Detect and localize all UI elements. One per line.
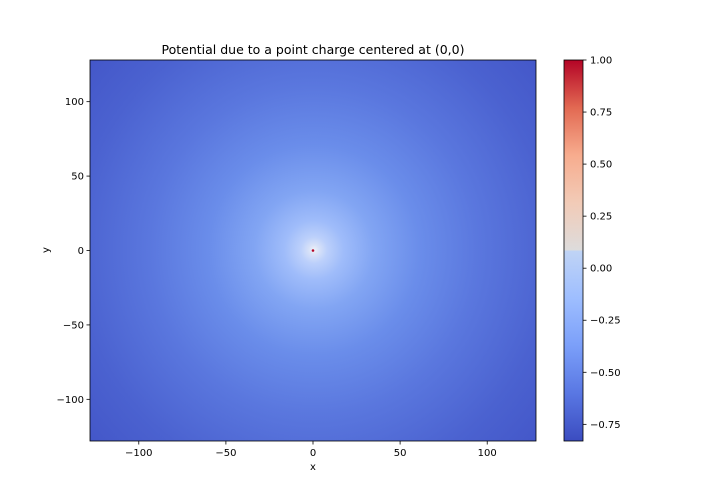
y-tick-label: −100	[57, 395, 84, 406]
x-tick-label: −50	[215, 448, 236, 459]
x-axis: −100 −50 0 50 100	[125, 441, 497, 459]
x-tick-label: 50	[394, 448, 407, 459]
colorbar-axis: 1.00 0.75 0.50 0.25 0.00 −0.25 −0.50 −0.75	[583, 56, 621, 431]
x-tick-label: −100	[125, 448, 152, 459]
colorbar-tick-label: 0.75	[590, 108, 612, 119]
plot-area	[90, 60, 536, 441]
colorbar-tick-label: 0.00	[590, 264, 612, 275]
x-axis-label: x	[310, 462, 316, 473]
y-tick-label: 0	[78, 246, 84, 257]
point-charge	[311, 249, 315, 252]
x-tick-label: 100	[478, 448, 497, 459]
x-tick-label: 0	[310, 448, 316, 459]
y-axis-label: y	[41, 247, 52, 253]
y-axis: −100 −50 0 50 100	[57, 97, 90, 406]
colorbar-tick-label: −0.50	[590, 368, 621, 379]
y-tick-label: 50	[71, 172, 84, 183]
colorbar-tick-label: −0.25	[590, 316, 621, 327]
chart-title: Potential due to a point charge centered…	[162, 42, 465, 57]
colorbar	[563, 59, 584, 442]
colorbar-tick-label: −0.75	[590, 420, 621, 431]
colorbar-tick-label: 0.50	[590, 160, 612, 171]
y-tick-label: −50	[63, 320, 84, 331]
y-tick-label: 100	[65, 97, 84, 108]
colorbar-tick-label: 0.25	[590, 212, 612, 223]
colorbar-tick-label: 1.00	[590, 56, 612, 67]
